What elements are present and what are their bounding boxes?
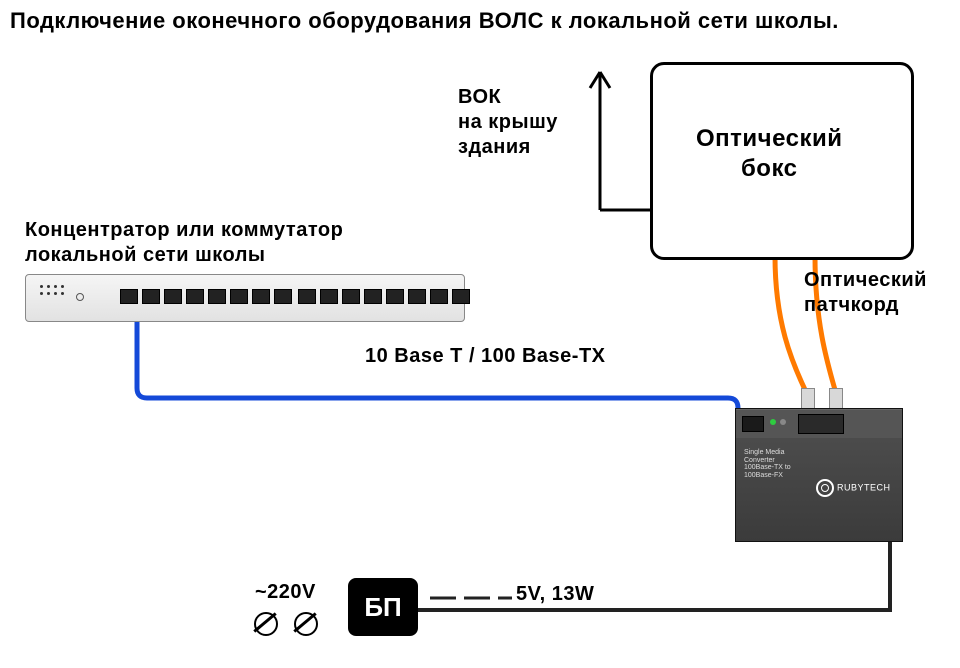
brand-text: RUBYTECH [837, 482, 891, 492]
network-switch [25, 274, 465, 322]
ethernet-port-icon [742, 416, 764, 432]
outlet-symbol [250, 610, 330, 640]
power-supply-label: БП [364, 592, 401, 623]
fiber-port-icon [798, 414, 844, 434]
power-supply: БП [348, 578, 418, 636]
ethernet-label: 10 Base T / 100 Base-TX [365, 344, 606, 369]
voltage-out-label: 5V, 13W [516, 582, 594, 607]
fiber-connector-tip [829, 388, 843, 410]
optical-box-label: Оптический бокс [696, 124, 843, 184]
patchcord-label: Оптический патчкорд [804, 268, 927, 318]
switch-ports-bank-2 [298, 289, 470, 304]
diagram-canvas: Подключение оконечного оборудования ВОЛС… [0, 0, 960, 668]
switch-ports-bank-1 [120, 289, 292, 304]
voltage-in-label: ~220V [255, 580, 316, 605]
roof-cable-label: ВОК на крышу здания [458, 85, 558, 160]
brand-logo: RUBYTECH [816, 479, 891, 497]
fiber-connector-tip [801, 388, 815, 410]
hub-label: Концентратор или коммутатор локальной се… [25, 218, 343, 268]
media-converter: Single Media Converter100Base-TX to 100B… [735, 408, 903, 542]
